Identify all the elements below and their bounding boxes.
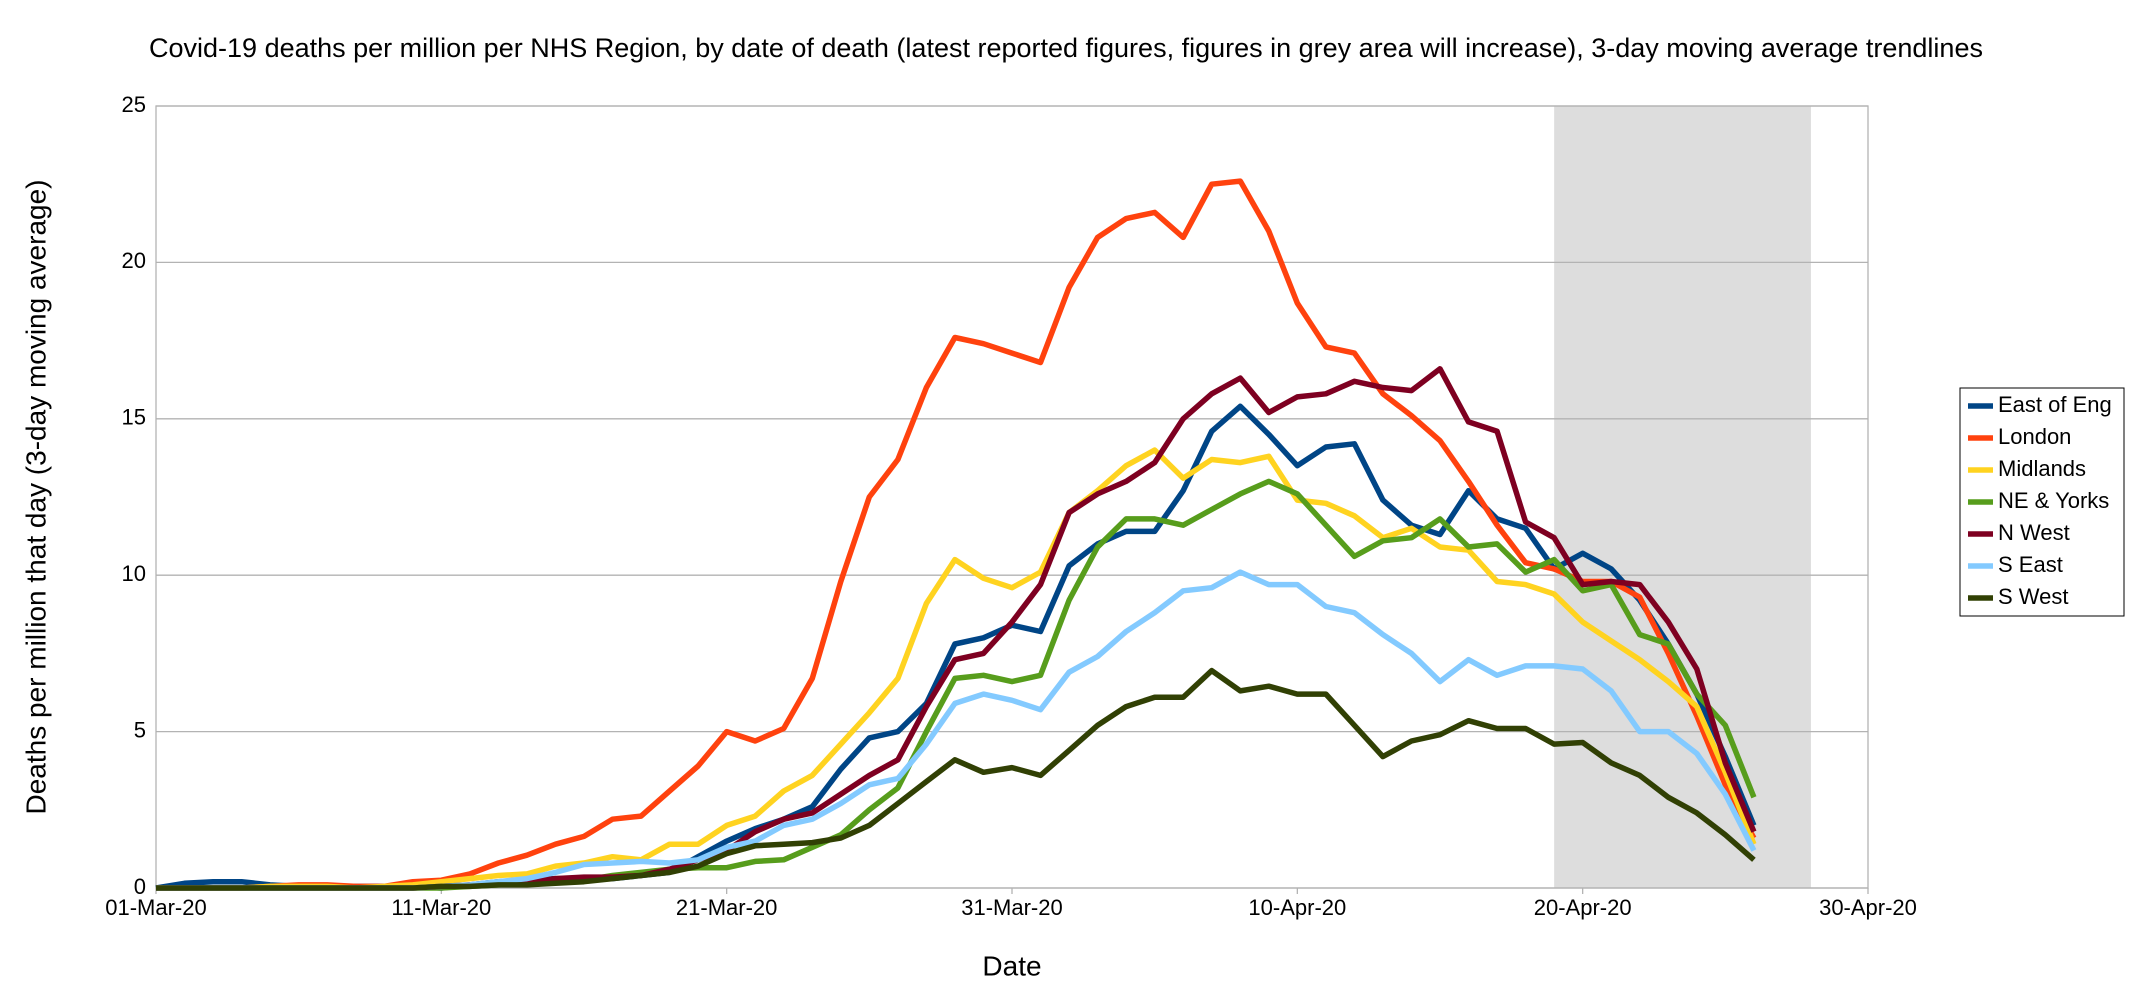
shaded-region xyxy=(1554,106,1811,888)
y-tick-label: 20 xyxy=(122,248,146,273)
chart-title: Covid-19 deaths per million per NHS Regi… xyxy=(149,33,1983,63)
x-axis-title: Date xyxy=(982,950,1041,981)
series-line xyxy=(156,667,1756,891)
x-tick-label: 30-Apr-20 xyxy=(1819,895,1917,920)
series-line xyxy=(156,178,1757,891)
x-tick-label: 20-Apr-20 xyxy=(1534,895,1632,920)
legend-label: East of Eng xyxy=(1998,392,2112,417)
series-line xyxy=(156,478,1757,891)
x-tick-label: 10-Apr-20 xyxy=(1248,895,1346,920)
y-tick-label: 5 xyxy=(134,717,146,742)
x-tick-label: 31-Mar-20 xyxy=(961,895,1062,920)
y-tick-label: 0 xyxy=(134,874,146,899)
y-tick-label: 10 xyxy=(122,561,146,586)
x-tick-label: 21-Mar-20 xyxy=(676,895,777,920)
legend-label: N West xyxy=(1998,520,2070,545)
legend-label: S East xyxy=(1998,552,2063,577)
y-tick-label: 15 xyxy=(122,405,146,430)
x-tick-label: 01-Mar-20 xyxy=(105,895,206,920)
x-tick-label: 11-Mar-20 xyxy=(391,895,491,920)
legend-label: London xyxy=(1998,424,2071,449)
series-line xyxy=(156,447,1757,891)
y-tick-label: 25 xyxy=(122,92,146,117)
legend-label: NE & Yorks xyxy=(1998,488,2109,513)
y-axis-title: Deaths per million that day (3-day movin… xyxy=(20,180,51,815)
legend: East of Eng London Midlands NE & Yorks N Wes… xyxy=(1959,387,2125,617)
legend-label: S West xyxy=(1998,584,2069,609)
series-line xyxy=(156,366,1757,891)
legend-label: Midlands xyxy=(1998,456,2086,481)
